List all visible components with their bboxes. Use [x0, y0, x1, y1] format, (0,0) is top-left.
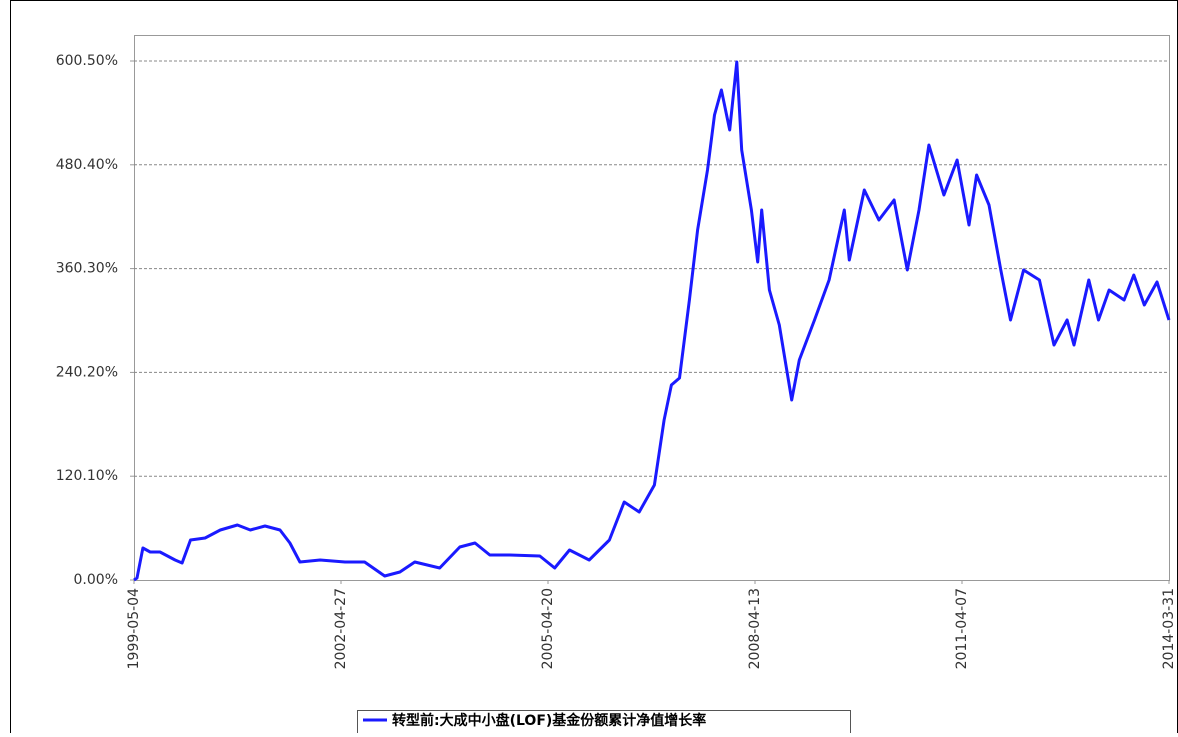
y-tick-label: 360.30%	[56, 261, 118, 277]
x-tick-label: 1999-05-04	[126, 588, 142, 669]
y-tick-label: 480.40%	[56, 157, 118, 173]
x-tick-label: 2002-04-27	[333, 588, 349, 669]
series-line	[133, 60, 1171, 582]
x-tick-label: 2008-04-13	[747, 588, 763, 669]
y-tick-label: 600.50%	[56, 53, 118, 69]
y-tick-label: 0.00%	[74, 572, 118, 588]
y-tick-label: 120.10%	[56, 468, 118, 484]
x-tick-label: 2005-04-20	[540, 588, 556, 669]
legend-label: 转型前:大成中小盘(LOF)基金份额累计净值增长率	[392, 712, 706, 729]
x-tick-label: 2014-03-31	[1161, 588, 1177, 669]
y-tick-label: 240.20%	[56, 364, 118, 380]
x-tick-label: 2011-04-07	[954, 588, 970, 669]
